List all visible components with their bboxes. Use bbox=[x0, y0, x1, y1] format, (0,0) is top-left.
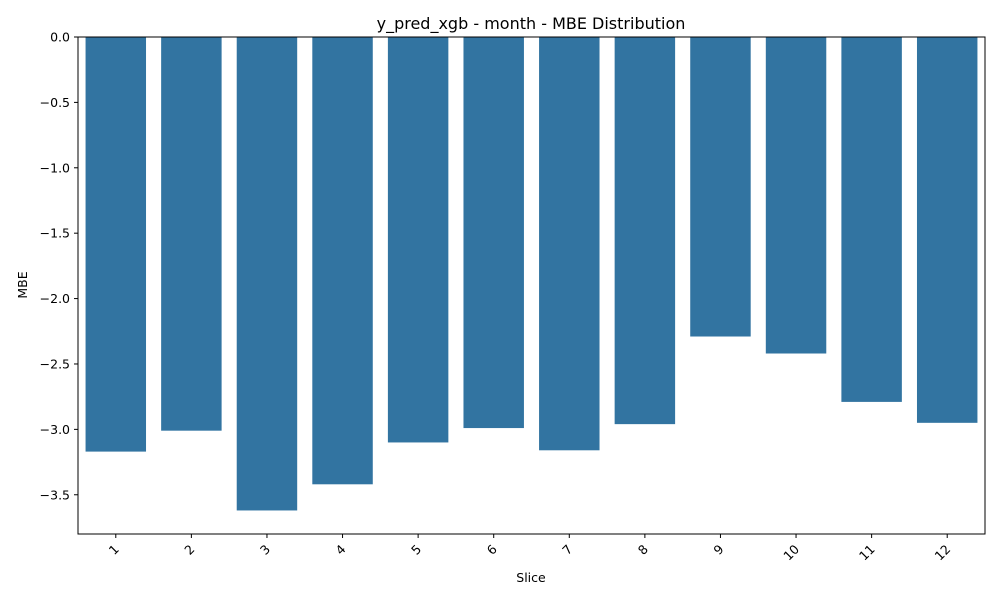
bar-10 bbox=[765, 37, 827, 354]
y-tick-label: −3.5 bbox=[40, 487, 70, 502]
x-tick-label: 11 bbox=[856, 542, 878, 564]
y-tick-label: −3.0 bbox=[40, 422, 70, 437]
y-tick-label: −2.5 bbox=[40, 356, 70, 371]
x-tick-label: 1 bbox=[106, 542, 122, 558]
bar-1 bbox=[85, 37, 147, 452]
bars-group bbox=[85, 37, 978, 511]
x-tick-label: 8 bbox=[635, 541, 651, 557]
x-tick-label: 3 bbox=[257, 542, 273, 558]
bar-6 bbox=[463, 37, 524, 429]
bar-11 bbox=[841, 37, 902, 402]
bar-5 bbox=[387, 37, 449, 443]
y-tick-label: −1.0 bbox=[40, 160, 70, 175]
x-tick-label: 10 bbox=[780, 541, 802, 563]
bar-2 bbox=[161, 37, 222, 431]
x-tick-label: 9 bbox=[710, 541, 726, 557]
x-tick-label: 4 bbox=[332, 541, 348, 557]
x-axis-label: Slice bbox=[516, 570, 546, 585]
bar-9 bbox=[690, 37, 751, 337]
y-tick-label: −1.5 bbox=[40, 226, 70, 241]
x-tick-label: 5 bbox=[408, 542, 424, 558]
bar-4 bbox=[312, 37, 373, 485]
plot-frame bbox=[77, 36, 986, 535]
y-axis-label: MBE bbox=[15, 271, 30, 298]
bar-12 bbox=[916, 37, 978, 423]
x-axis: 1 2 3 4 5 6 7 8 9 10 11 12 bbox=[106, 534, 953, 564]
y-tick-label: −0.5 bbox=[40, 95, 70, 110]
bar-8 bbox=[614, 37, 676, 425]
x-tick-label: 7 bbox=[559, 542, 575, 558]
x-tick-label: 2 bbox=[181, 542, 197, 558]
y-tick-label: 0.0 bbox=[50, 30, 70, 45]
y-axis: 0.0 −0.5 −1.0 −1.5 −2.0 −2.5 −3.0 −3.5 bbox=[40, 30, 78, 502]
x-tick-label: 6 bbox=[484, 541, 500, 557]
bar-3 bbox=[236, 37, 298, 511]
y-tick-label: −2.0 bbox=[40, 291, 70, 306]
bar-7 bbox=[539, 37, 600, 451]
chart-title: y_pred_xgb - month - MBE Distribution bbox=[377, 14, 686, 34]
x-tick-label: 12 bbox=[931, 542, 953, 564]
